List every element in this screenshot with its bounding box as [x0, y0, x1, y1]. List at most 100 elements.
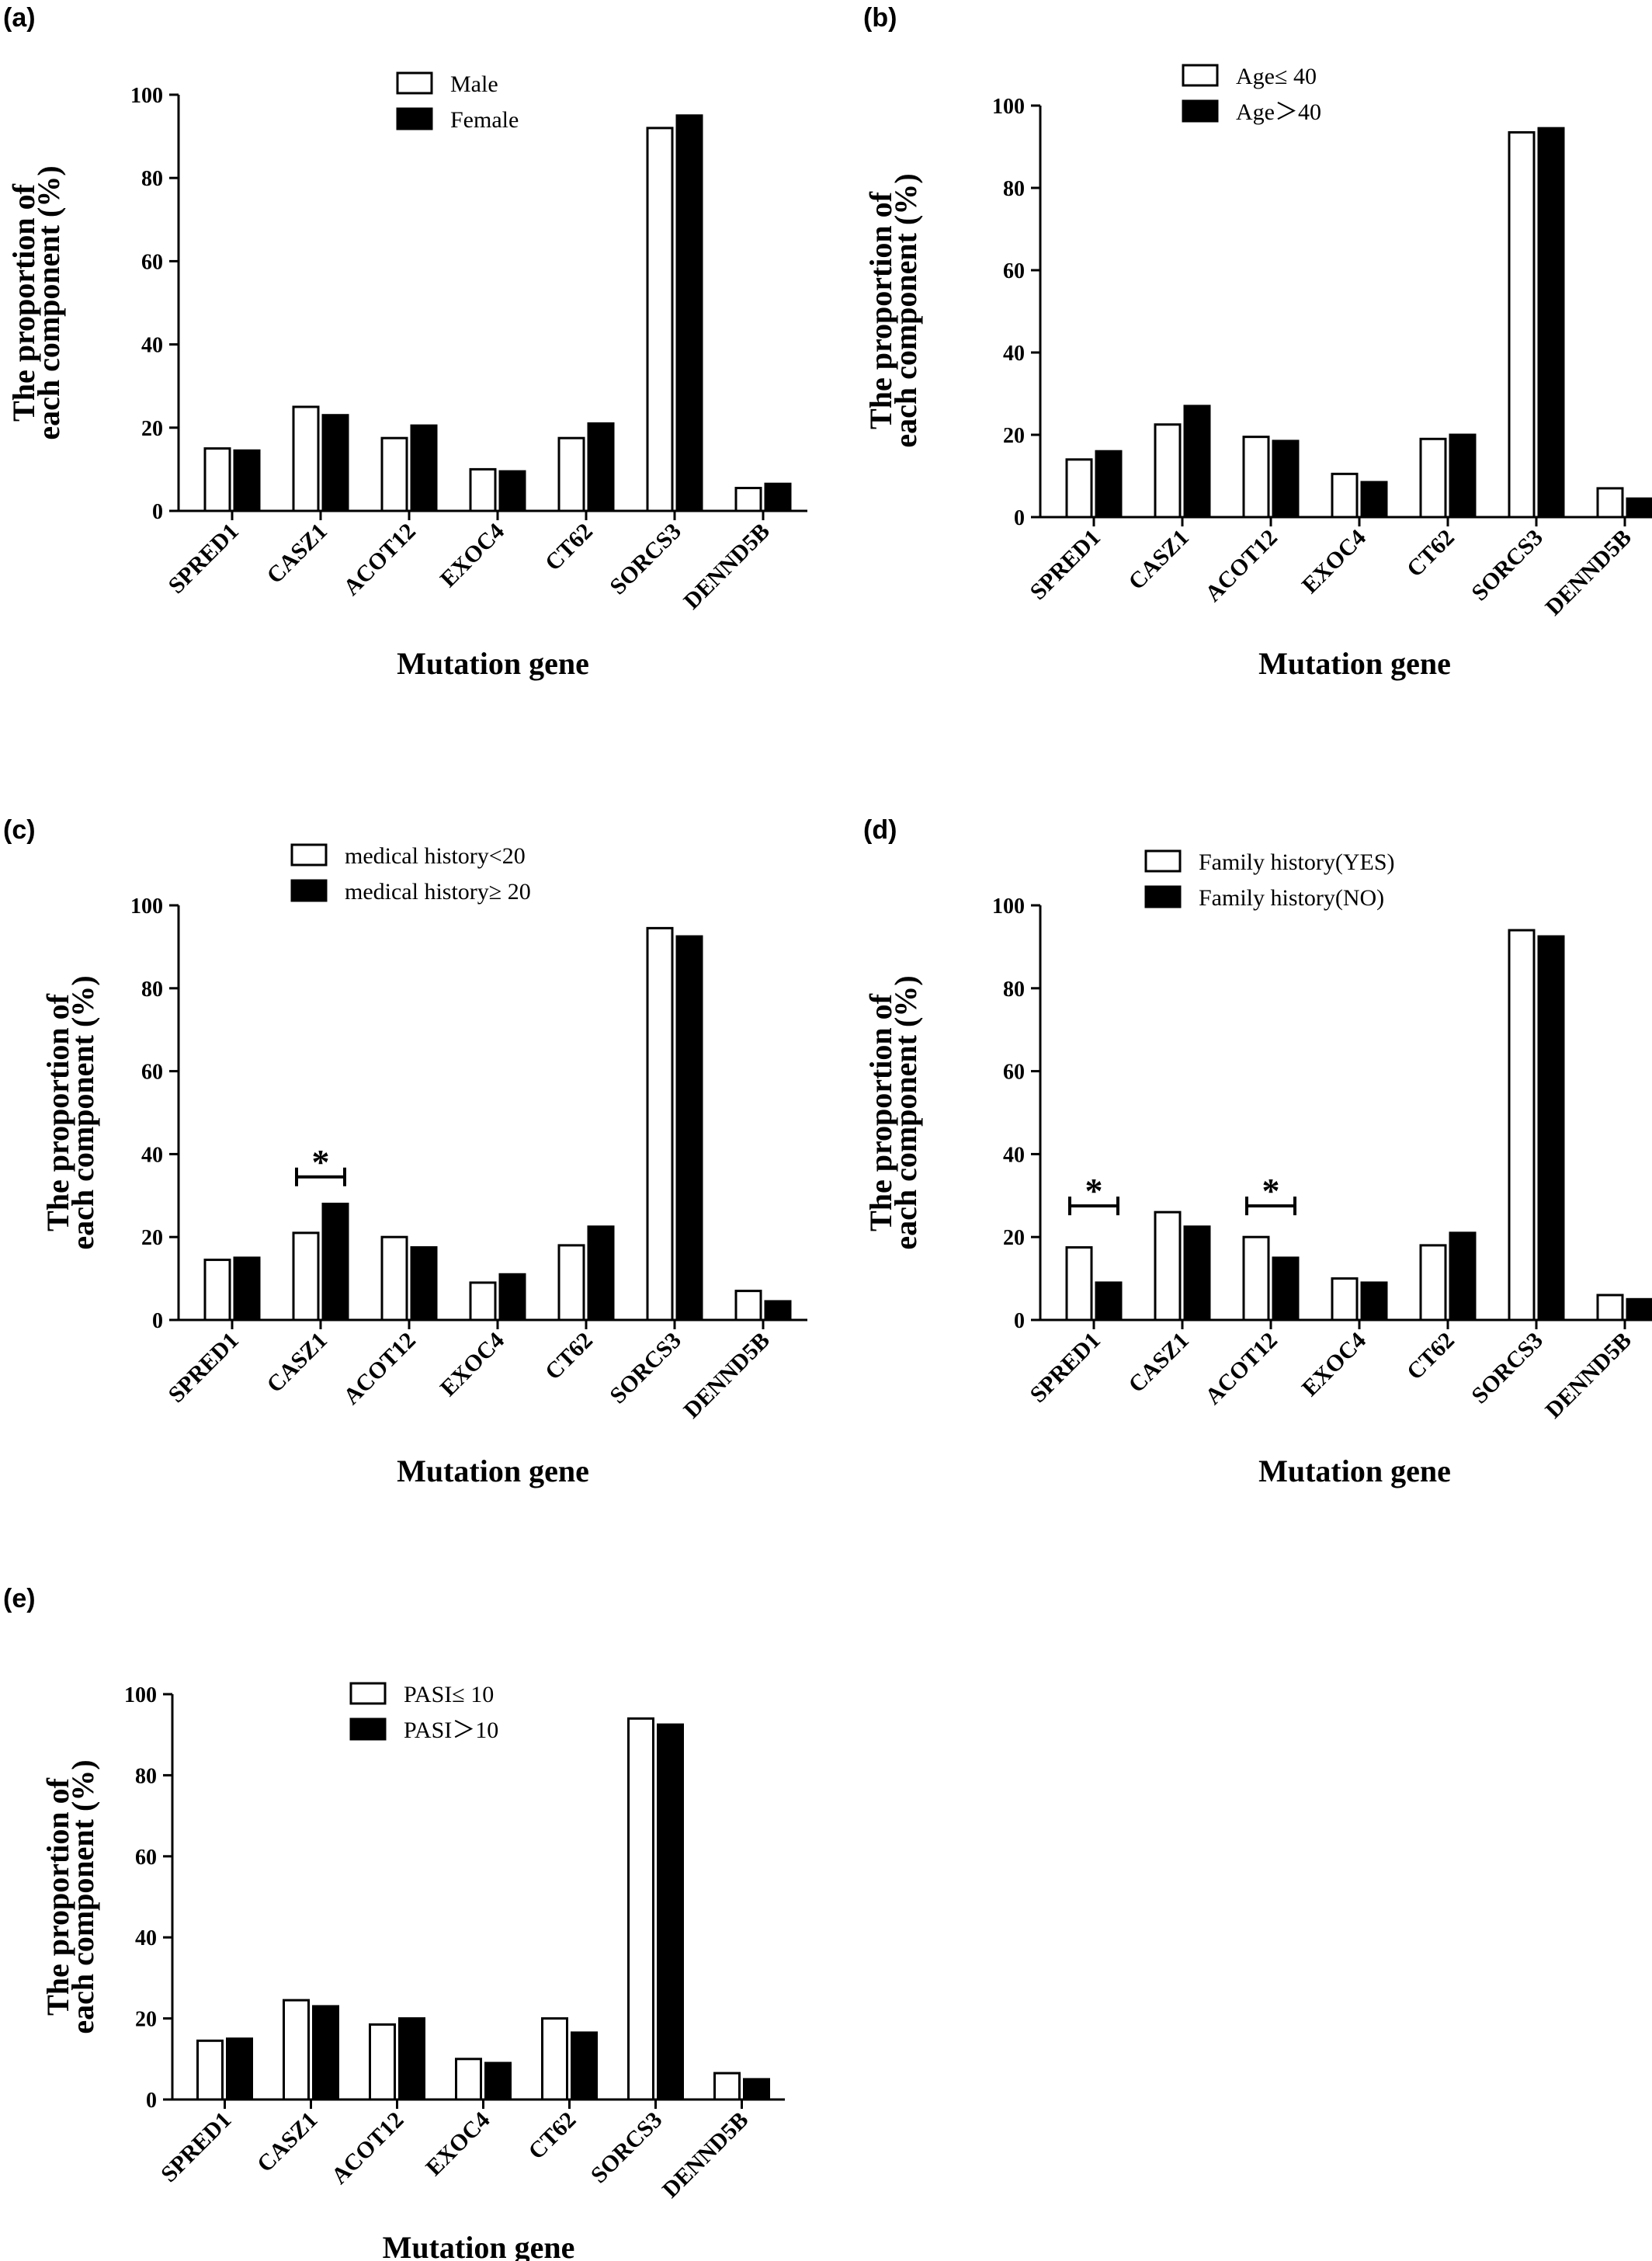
legend-swatch-series-1	[1144, 849, 1182, 873]
x-tick-label-exoc4: EXOC4	[1297, 525, 1371, 599]
x-axis-title: Mutation gene	[397, 646, 589, 681]
y-tick-label: 0	[152, 1309, 163, 1333]
y-axis-title: The proportion of	[6, 183, 41, 422]
y-tick-label: 80	[1003, 978, 1025, 1002]
bar-sorcs3-series-1	[627, 1717, 654, 2101]
bar-casz1-series-2	[312, 2005, 339, 2101]
y-tick-label: 40	[1003, 1143, 1025, 1167]
legend-label-series-1: Male	[450, 71, 498, 97]
x-tick-label-acot12: ACOT12	[338, 1328, 421, 1410]
x-tick-label-ct62: CT62	[1402, 525, 1459, 582]
y-tick-label: 100	[124, 1683, 157, 1707]
bar-ct62-series-1	[557, 1244, 585, 1322]
bar-dennd5b-series-2	[743, 2078, 770, 2101]
bar-acot12-series-1	[380, 1235, 408, 1322]
bar-exoc4-series-1	[1331, 472, 1359, 519]
x-axis-title: Mutation gene	[383, 2230, 575, 2261]
panel-label: (d)	[863, 815, 897, 845]
x-tick-label-sorcs3: SORCS3	[605, 519, 686, 600]
legend: Male Female	[396, 71, 519, 133]
y-tick-label: 0	[1014, 1309, 1025, 1333]
bar-exoc4-series-2	[1360, 1281, 1388, 1322]
y-axis-title: The proportion of	[40, 993, 75, 1231]
bar-casz1-series-2	[321, 1202, 349, 1322]
y-axis-title: each component (%)	[888, 975, 923, 1249]
panel-label: (e)	[3, 1584, 36, 1613]
legend-swatch-series-2	[290, 879, 328, 902]
significance-star: *	[1262, 1171, 1280, 1210]
bar-acot12-series-1	[1242, 436, 1270, 519]
bar-sorcs3-series-2	[1537, 935, 1565, 1322]
x-tick-label-casz1: CASZ1	[262, 1328, 332, 1398]
legend-label-series-1: PASI≤ 10	[404, 1682, 494, 1707]
y-axis-title: each component (%)	[65, 975, 100, 1249]
panel-b: (b) 0 20 40 60 80 100 SPRED1 CASZ1 ACOT12 EXOC4 CT6…	[863, 3, 1652, 681]
x-tick-label-sorcs3: SORCS3	[586, 2107, 668, 2189]
legend-swatch-series-2	[1182, 99, 1219, 123]
bar-ct62-series-2	[1449, 1231, 1477, 1322]
panel-label: (b)	[863, 3, 897, 33]
x-tick-label-dennd5b: DENND5B	[678, 1328, 775, 1424]
x-tick-label-ct62: CT62	[1402, 1328, 1459, 1385]
x-tick-label-dennd5b: DENND5B	[1540, 1328, 1636, 1424]
legend-label-series-1: medical history<20	[345, 843, 526, 869]
y-tick-label: 20	[1003, 424, 1025, 448]
y-tick-label: 40	[141, 1143, 163, 1167]
y-tick-label: 60	[141, 250, 163, 274]
x-tick-label-casz1: CASZ1	[1123, 525, 1194, 596]
y-tick-label: 20	[141, 1226, 163, 1250]
bar-dennd5b-series-2	[764, 482, 792, 512]
x-tick-label-casz1: CASZ1	[252, 2107, 323, 2178]
legend-label-series-2: Family history(NO)	[1199, 885, 1384, 911]
y-axis-title: each component (%)	[888, 173, 923, 447]
x-tick-label-exoc4: EXOC4	[1297, 1328, 1371, 1401]
bar-spred1-series-2	[226, 2037, 253, 2101]
bar-exoc4-series-1	[1331, 1277, 1359, 1322]
bar-spred1-series-1	[1065, 458, 1093, 519]
panel-label: (a)	[3, 3, 36, 33]
bar-casz1-series-2	[1183, 405, 1211, 519]
bar-dennd5b-series-2	[1626, 497, 1652, 519]
bar-casz1-series-1	[292, 405, 320, 512]
x-tick-label-exoc4: EXOC4	[421, 2107, 495, 2181]
legend: Family history(YES) Family history(NO)	[1144, 849, 1395, 911]
bar-casz1-series-2	[1183, 1225, 1211, 1322]
y-tick-label: 100	[992, 95, 1025, 119]
bar-sorcs3-series-1	[1508, 130, 1536, 519]
bar-sorcs3-series-2	[675, 114, 703, 512]
y-axis-title: The proportion of	[863, 191, 898, 429]
y-tick-label: 100	[130, 84, 163, 108]
legend-swatch-series-1	[290, 843, 328, 867]
bar-exoc4-series-2	[498, 470, 526, 512]
panel-d: (d) 0 20 40 60 80 100 SPRED1 CASZ1 ACOT12 EXOC4 CT6…	[863, 815, 1652, 1488]
bar-dennd5b-series-1	[1596, 1294, 1624, 1322]
bar-ct62-series-1	[541, 2017, 568, 2101]
y-tick-label: 40	[1003, 342, 1025, 366]
legend-swatch-series-1	[396, 71, 433, 95]
y-tick-label: 20	[1003, 1226, 1025, 1250]
x-tick-label-dennd5b: DENND5B	[1540, 525, 1636, 621]
x-tick-label-acot12: ACOT12	[1200, 1328, 1282, 1410]
y-tick-label: 100	[992, 894, 1025, 919]
bar-ct62-series-1	[1419, 437, 1447, 519]
y-axis-title: each component (%)	[31, 165, 66, 439]
legend-swatch-series-2	[396, 107, 433, 130]
x-tick-label-acot12: ACOT12	[327, 2107, 409, 2190]
bar-spred1-series-1	[196, 2039, 224, 2101]
bar-ct62-series-2	[1449, 433, 1477, 519]
legend: PASI≤ 10 PASI＞10	[349, 1682, 498, 1743]
y-tick-label: 20	[141, 417, 163, 441]
x-tick-label-spred1: SPRED1	[1025, 525, 1105, 605]
x-axis-title: Mutation gene	[397, 1454, 589, 1488]
bar-acot12-series-2	[410, 1246, 438, 1322]
bar-casz1-series-1	[292, 1231, 320, 1322]
bar-exoc4-series-1	[469, 1281, 497, 1322]
x-tick-label-exoc4: EXOC4	[436, 519, 509, 592]
bar-spred1-series-1	[1065, 1246, 1093, 1322]
y-tick-label: 60	[135, 1846, 157, 1870]
bar-acot12-series-1	[380, 436, 408, 512]
significance-bracket-acot12	[1245, 1196, 1296, 1216]
bar-ct62-series-1	[1419, 1244, 1447, 1322]
significance-bracket-spred1	[1068, 1196, 1119, 1216]
